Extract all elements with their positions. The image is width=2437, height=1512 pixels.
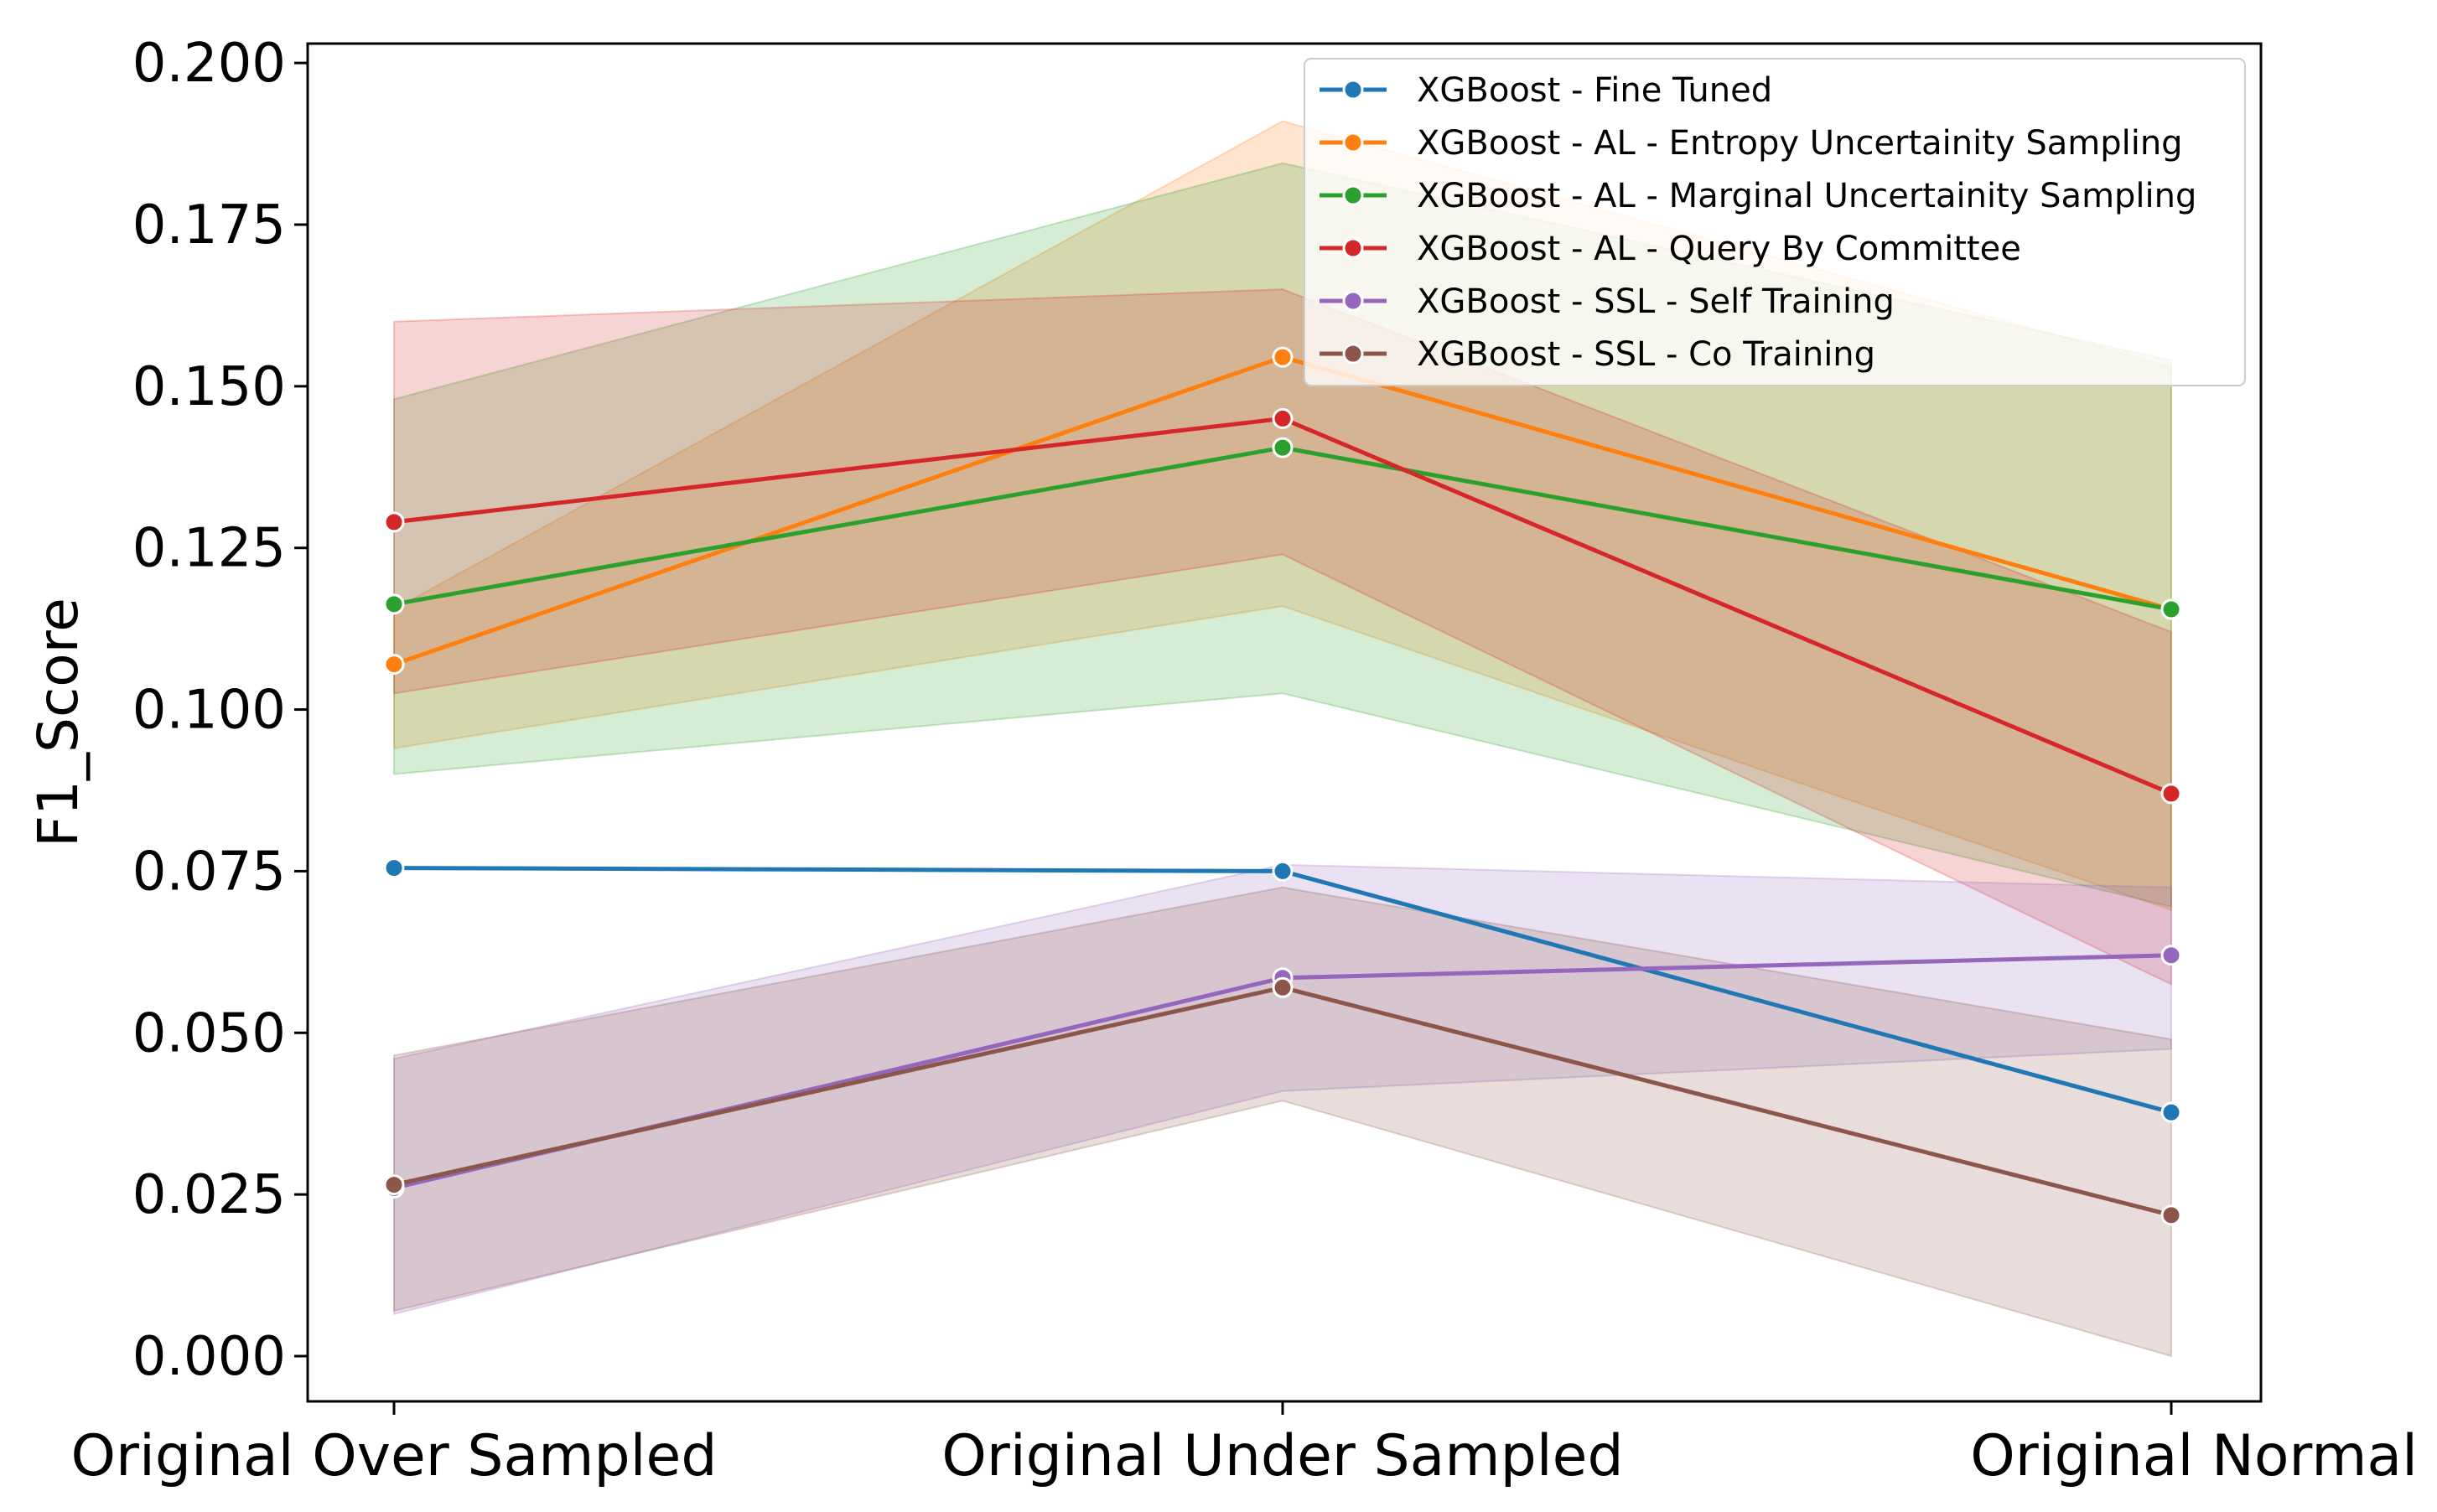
confidence-band bbox=[393, 886, 2172, 1358]
legend: XGBoost - Fine Tuned XGBoost - AL - Entro… bbox=[1304, 58, 2246, 386]
legend-marker bbox=[1342, 132, 1364, 153]
data-point bbox=[383, 1174, 405, 1196]
legend-marker bbox=[1342, 79, 1364, 101]
plot-frame bbox=[306, 42, 2263, 1403]
y-axis: 0.000 0.025 0.050 0.075 0.100 0.125 0.150 0.175… bbox=[132, 33, 308, 1388]
x-axis: Original Over Sampled Original Under Samp… bbox=[70, 1401, 2418, 1489]
data-point bbox=[383, 857, 405, 879]
data-point bbox=[1272, 346, 1294, 368]
data-point bbox=[2160, 783, 2182, 805]
data-point bbox=[2160, 1101, 2182, 1123]
y-tick-label: 0.050 bbox=[132, 1002, 286, 1064]
data-point bbox=[1272, 976, 1294, 998]
legend-marker bbox=[1342, 237, 1364, 259]
data-point bbox=[2160, 945, 2182, 966]
data-point bbox=[2160, 598, 2182, 620]
legend-label: XGBoost - AL - Entropy Uncertainity Samp… bbox=[1417, 124, 2183, 163]
legend-box bbox=[1304, 58, 2246, 386]
x-tick-label: Original Over Sampled bbox=[70, 1423, 717, 1489]
legend-label: XGBoost - AL - Query By Committee bbox=[1417, 230, 2021, 268]
y-tick-label: 0.150 bbox=[132, 356, 286, 418]
legend-label: XGBoost - AL - Marginal Uncertainity Sam… bbox=[1417, 177, 2196, 215]
x-tick-label: Original Under Sampled bbox=[941, 1423, 1623, 1489]
confidence-band bbox=[393, 288, 2172, 986]
y-tick-label: 0.100 bbox=[132, 680, 286, 742]
legend-label: XGBoost - SSL - Self Training bbox=[1417, 282, 1895, 321]
data-point bbox=[383, 511, 405, 533]
legend-marker bbox=[1342, 290, 1364, 312]
x-tick-label: Original Normal bbox=[1970, 1423, 2418, 1489]
data-point bbox=[1272, 860, 1294, 882]
y-tick-label: 0.025 bbox=[132, 1164, 286, 1226]
data-point bbox=[383, 593, 405, 615]
data-point bbox=[1272, 407, 1294, 429]
legend-label: XGBoost - SSL - Co Training bbox=[1417, 335, 1875, 374]
y-tick-label: 0.200 bbox=[132, 33, 286, 95]
data-point bbox=[1272, 437, 1294, 458]
y-tick-label: 0.000 bbox=[132, 1326, 286, 1388]
legend-marker bbox=[1342, 184, 1364, 206]
y-tick-label: 0.175 bbox=[132, 194, 286, 256]
series-markers bbox=[383, 346, 2182, 1226]
y-tick-label: 0.075 bbox=[132, 841, 286, 903]
data-point bbox=[2160, 1204, 2182, 1226]
y-tick-label: 0.125 bbox=[132, 518, 286, 580]
y-axis-label: F1_Score bbox=[26, 598, 91, 847]
data-point bbox=[383, 654, 405, 676]
legend-label: XGBoost - Fine Tuned bbox=[1417, 71, 1772, 110]
legend-marker bbox=[1342, 343, 1364, 365]
